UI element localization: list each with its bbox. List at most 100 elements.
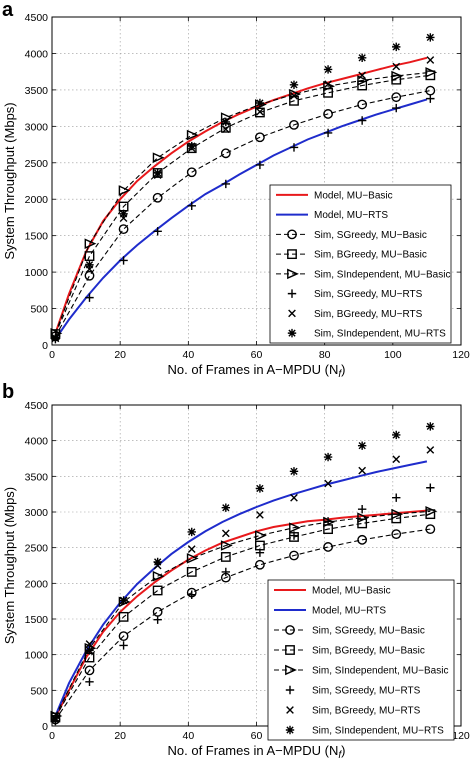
series-sim-sindependent-mu-rts: [51, 422, 435, 723]
legend-item: Sim, SGreedy, MU−Basic: [276, 229, 427, 241]
data-point-plus: [323, 128, 333, 138]
legend-box: [267, 579, 455, 741]
data-point-plus: [255, 548, 265, 557]
y-tick-label: 2500: [25, 158, 49, 170]
data-point-circle: [84, 665, 95, 676]
legend-label: Sim, BGreedy, MU−RTS: [314, 309, 423, 320]
y-tick-label: 2500: [25, 543, 49, 555]
x-tick-label: 80: [319, 349, 331, 361]
y-tick-label: 500: [30, 685, 48, 697]
data-point-plus: [85, 677, 94, 686]
x-tick-label: 40: [182, 730, 194, 742]
data-point-asterisk: [357, 53, 367, 63]
y-tick-label: 3500: [25, 85, 49, 97]
data-point-cross: [221, 529, 230, 538]
series-dashed-line: [54, 528, 431, 720]
x-axis-label-close: ): [341, 743, 345, 758]
data-point-circle: [118, 224, 129, 235]
data-point-asterisk: [187, 141, 196, 151]
data-point-asterisk: [357, 441, 367, 450]
legend-swatch-marker: [287, 268, 299, 280]
legend-item: Sim, SIndependent, MU−RTS: [287, 328, 446, 340]
series-line: [54, 98, 428, 340]
data-point-circle: [323, 109, 333, 119]
data-point-triangle: [220, 540, 233, 551]
data-point-triangle: [357, 75, 370, 86]
x-tick-label: 60: [251, 349, 263, 361]
legend-swatch-marker: [285, 685, 295, 695]
legend-label: Sim, SIndependent, MU−RTS: [314, 329, 446, 340]
data-point-asterisk: [289, 80, 299, 89]
legend-label: Sim, SGreedy, MU−Basic: [312, 626, 425, 637]
y-tick-label: 3500: [25, 471, 49, 483]
y-tick-label: 0: [42, 721, 48, 733]
x-axis-label: No. of Frames in A−MPDU (Nf): [168, 743, 346, 761]
data-point-triangle: [425, 506, 438, 517]
data-point-circle: [391, 92, 402, 103]
data-point-plus: [323, 517, 333, 526]
data-point-cross: [290, 493, 298, 502]
x-tick-label: 100: [384, 349, 402, 361]
y-tick-label: 0: [42, 340, 48, 352]
data-point-plus: [221, 179, 231, 189]
x-tick-label: 60: [251, 730, 263, 742]
data-point-cross: [392, 62, 401, 71]
legend-swatch-marker: [288, 309, 296, 318]
legend-swatch-marker: [285, 664, 297, 676]
data-point-cross: [256, 510, 264, 519]
series-dashed-line: [54, 90, 431, 337]
legend-swatch-marker: [287, 249, 297, 260]
data-point-asterisk: [187, 527, 196, 537]
data-point-cross: [392, 455, 401, 464]
series-dashed-line: [54, 74, 431, 335]
data-point-triangle: [186, 553, 199, 564]
data-point-triangle: [84, 238, 97, 249]
data-point-asterisk: [426, 33, 435, 42]
x-tick-label: 20: [114, 349, 126, 361]
data-point-asterisk: [153, 557, 162, 567]
data-point-square: [357, 518, 368, 529]
data-point-circle: [391, 529, 402, 540]
data-point-plus: [426, 483, 435, 492]
y-tick-label: 3000: [25, 121, 49, 133]
legend: Model, MU−Basic Model, MU−RTS Sim, SGreedy…: [269, 184, 452, 344]
y-tick-label: 2000: [25, 194, 49, 206]
data-point-triangle: [152, 570, 165, 582]
data-point-plus: [187, 590, 196, 599]
data-point-asterisk: [255, 484, 265, 493]
data-point-asterisk: [289, 467, 299, 476]
legend-item: Sim, BGreedy, MU−RTS: [288, 309, 423, 320]
data-point-plus: [392, 103, 401, 113]
data-point-cross: [324, 479, 332, 488]
data-point-plus: [392, 493, 401, 502]
data-point-asterisk: [392, 42, 401, 52]
legend-swatch-marker: [285, 645, 295, 655]
legend-item: Model, MU−RTS: [276, 210, 388, 221]
legend-swatch-marker: [287, 328, 297, 338]
data-point-circle: [357, 99, 368, 110]
legend-item: Sim, SGreedy, MU−RTS: [285, 685, 421, 697]
legend-label: Sim, BGreedy, MU−Basic: [312, 646, 425, 657]
series-sim-sindependent-mu-basic: [50, 506, 438, 722]
data-point-plus: [221, 567, 231, 577]
y-tick-label: 1000: [25, 650, 49, 662]
data-point-plus: [153, 615, 162, 624]
data-point-circle: [323, 542, 333, 552]
data-point-plus: [289, 143, 299, 152]
data-point-plus: [85, 293, 94, 302]
data-point-cross: [324, 80, 332, 88]
data-point-asterisk: [51, 333, 60, 342]
legend-label: Model, MU−Basic: [314, 190, 393, 201]
data-point-triangle: [391, 70, 404, 82]
data-point-cross: [290, 91, 298, 100]
y-tick-label: 1500: [25, 614, 49, 626]
data-point-triangle: [391, 508, 404, 520]
data-point-cross: [426, 56, 435, 64]
x-tick-label: 120: [452, 730, 470, 742]
x-axis-label: No. of Frames in A−MPDU (Nf): [168, 362, 346, 380]
legend-label: Model, MU−RTS: [314, 210, 388, 221]
data-point-asterisk: [221, 117, 231, 127]
data-point-circle: [220, 148, 231, 159]
data-point-square: [118, 611, 129, 622]
